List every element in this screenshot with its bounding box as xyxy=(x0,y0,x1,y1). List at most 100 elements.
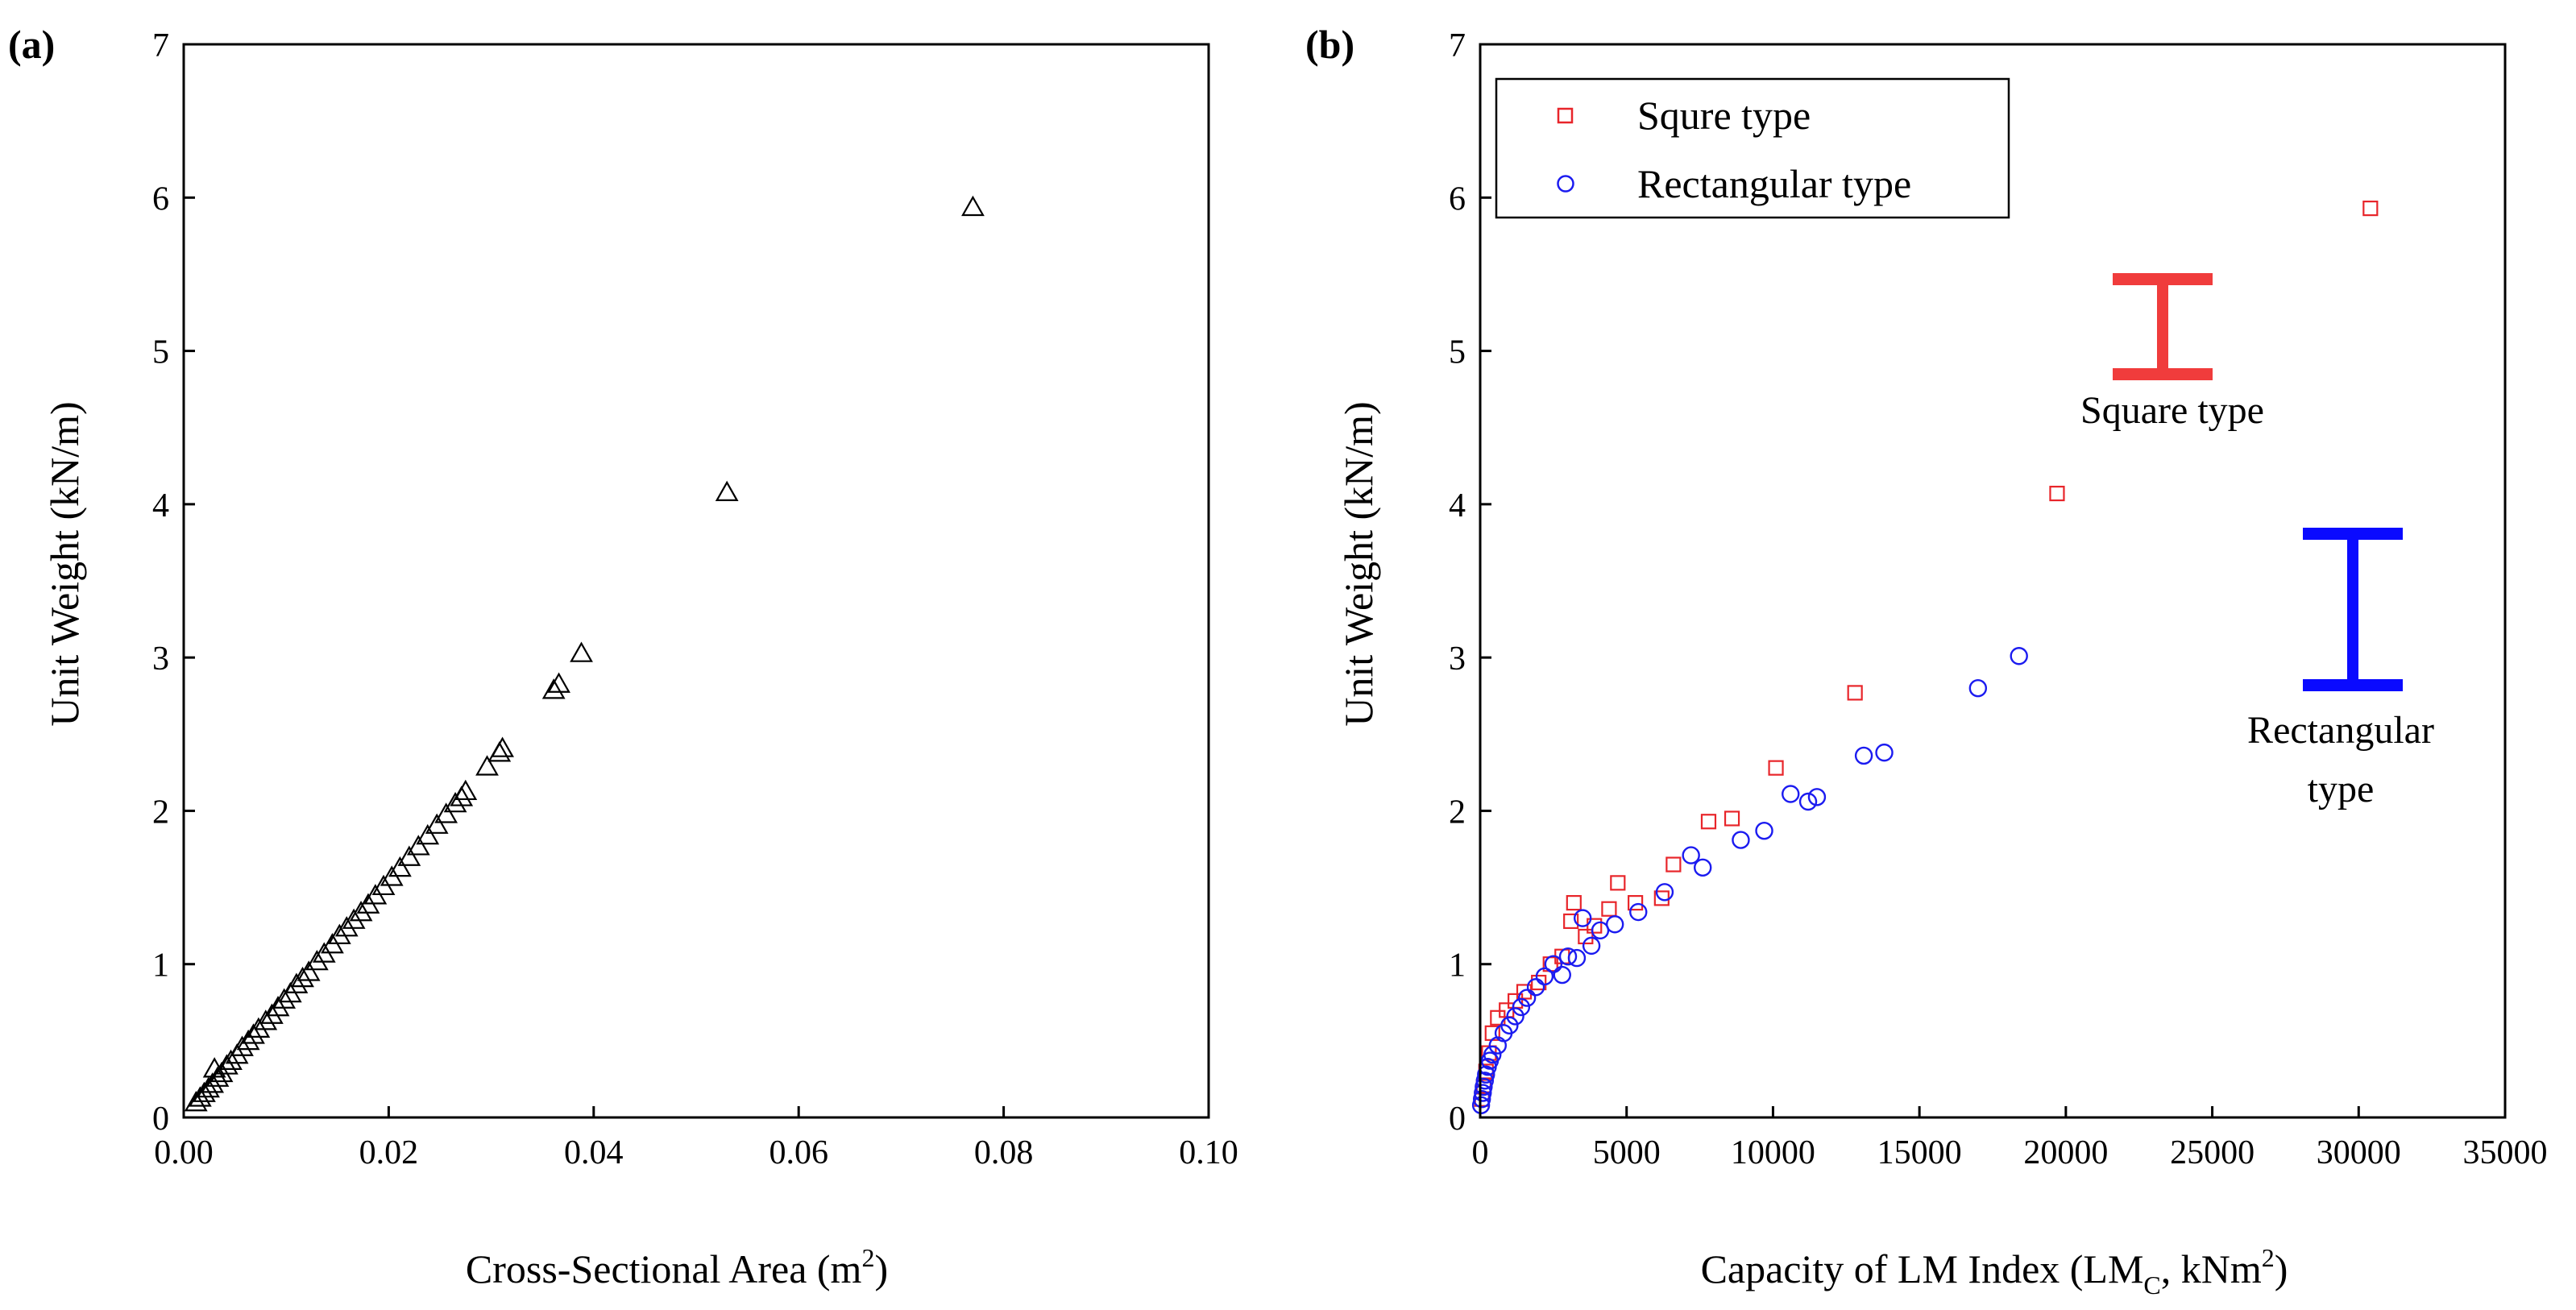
triangle-marker xyxy=(342,908,366,929)
triangle-marker xyxy=(349,901,373,922)
circle-marker xyxy=(1553,965,1571,985)
triangle-marker xyxy=(305,949,329,971)
panel-a-x-axis-title: Cross-Sectional Area (m2) xyxy=(466,1243,888,1291)
triangle-marker xyxy=(541,678,566,699)
circle-marker xyxy=(1755,821,1773,840)
circle-marker xyxy=(1526,978,1545,997)
x-tick-label: 5000 xyxy=(1593,1134,1661,1171)
triangle-marker xyxy=(334,916,359,937)
panel-b-ticks: 0 5000 10000 15000 20000 25000 30000 35000 0 1 2 3 4… xyxy=(1449,27,2548,1171)
y-tick-label: 6 xyxy=(1449,180,1466,218)
panel-a-label: (a) xyxy=(8,22,55,67)
triangle-marker xyxy=(327,923,351,944)
square-marker xyxy=(2362,201,2379,217)
square-marker xyxy=(1847,685,1863,701)
panel-b-legend: Squre type Rectangular type xyxy=(1495,77,2010,219)
panel-b-markers xyxy=(1471,201,2379,1114)
triangle-marker xyxy=(388,856,412,877)
x-tick-label: 0.06 xyxy=(769,1134,828,1171)
triangle-marker xyxy=(397,845,421,866)
square-marker xyxy=(1665,856,1682,873)
y-tick-label: 3 xyxy=(1449,640,1466,678)
triangle-marker xyxy=(425,813,449,834)
y-tick-label: 4 xyxy=(1449,487,1466,524)
square-marker xyxy=(1700,814,1717,830)
panel-b-y-axis-label: Unit Weight (kN/m) xyxy=(1336,401,1381,726)
triangle-marker xyxy=(230,1035,254,1056)
panel-b: (b) Unit Weight (kN/m) Capacity of LM In… xyxy=(1305,22,2548,1300)
triangle-marker xyxy=(291,966,314,988)
panel-b-label: (b) xyxy=(1305,22,1354,67)
circle-marker xyxy=(1807,788,1827,806)
x-tick-label: 0.02 xyxy=(359,1134,419,1171)
x-tick-label: 0.00 xyxy=(154,1134,214,1171)
circle-marker xyxy=(2010,647,2028,665)
rectangular-type-annotation: Rectangular type xyxy=(2247,528,2434,810)
triangle-marker xyxy=(434,802,458,823)
triangle-marker xyxy=(242,1023,265,1044)
circle-marker xyxy=(1512,997,1531,1017)
x-tick-label: 10000 xyxy=(1731,1134,1815,1171)
x-tick-label: 20000 xyxy=(2023,1134,2108,1171)
triangle-marker xyxy=(416,823,440,845)
circle-marker xyxy=(1475,1072,1495,1090)
triangle-marker xyxy=(197,1076,220,1098)
square-marker xyxy=(1531,974,1547,991)
triangle-marker xyxy=(491,736,514,757)
x-tick-label: 0.08 xyxy=(974,1134,1034,1171)
panel-b-y-axis-title: Unit Weight (kN/m) xyxy=(1336,401,1381,726)
triangle-marker xyxy=(475,755,499,776)
panel-a-y-axis-title: Unit Weight (kN/m) xyxy=(42,401,87,726)
y-tick-label: 7 xyxy=(1449,27,1466,64)
x-tick-label: 35000 xyxy=(2463,1134,2548,1171)
panel-b-plot-frame xyxy=(1479,43,2507,1119)
circle-marker xyxy=(1694,858,1712,877)
square-type-label: Square type xyxy=(2080,389,2264,432)
y-tick-label: 2 xyxy=(1449,794,1466,831)
panel-b-x-axis-title: Capacity of LM Index (LMC, kNm2) xyxy=(1701,1243,2288,1300)
circle-marker xyxy=(1517,989,1537,1007)
legend-frame xyxy=(1495,77,2010,219)
circle-marker xyxy=(1605,915,1624,934)
square-marker xyxy=(1566,894,1582,911)
x-tick-label: 0 xyxy=(1472,1134,1489,1171)
triangle-marker xyxy=(715,480,739,501)
circle-marker xyxy=(1483,1045,1502,1064)
square-marker xyxy=(1724,810,1740,827)
y-tick-label: 4 xyxy=(152,487,169,524)
triangle-marker xyxy=(570,641,593,662)
circle-marker xyxy=(1732,831,1750,849)
square-marker xyxy=(1768,760,1784,776)
triangle-marker xyxy=(547,672,570,693)
x-tick-label: 0.10 xyxy=(1179,1134,1238,1171)
panel-a-y-axis-label: Unit Weight (kN/m) xyxy=(42,401,87,726)
circle-marker xyxy=(1544,955,1563,973)
square-marker xyxy=(2049,485,2065,502)
circle-marker xyxy=(1475,1077,1493,1097)
circle-marker xyxy=(1535,967,1554,986)
circle-marker xyxy=(1558,947,1578,966)
triangle-marker xyxy=(443,791,467,813)
legend-circle-marker xyxy=(1557,175,1574,193)
square-marker xyxy=(1601,901,1617,917)
triangle-marker xyxy=(254,1009,278,1030)
circle-marker xyxy=(1798,792,1818,811)
triangle-marker xyxy=(961,195,985,217)
y-tick-label: 1 xyxy=(1449,947,1466,985)
circle-marker xyxy=(1875,743,1894,762)
circle-marker xyxy=(1500,1016,1519,1035)
circle-marker xyxy=(1968,679,1988,698)
circle-marker xyxy=(1506,1007,1524,1026)
triangle-marker xyxy=(219,1049,243,1070)
x-tick-label: 0.04 xyxy=(564,1134,624,1171)
square-marker xyxy=(1610,875,1626,891)
triangle-marker xyxy=(201,1072,225,1093)
legend-label-square: Squre type xyxy=(1637,93,1811,138)
circle-marker xyxy=(1582,936,1601,956)
triangle-marker xyxy=(284,972,309,993)
x-tick-label: 15000 xyxy=(1877,1134,1962,1171)
square-marker xyxy=(1578,928,1594,945)
circle-marker xyxy=(1573,909,1592,927)
panel-a-markers xyxy=(184,195,985,1112)
